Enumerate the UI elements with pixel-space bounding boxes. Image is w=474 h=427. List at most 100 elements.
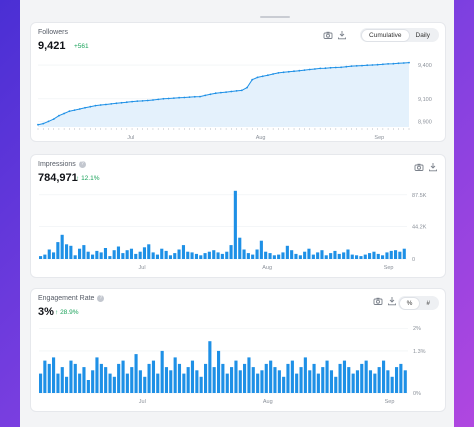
toggle-cumulative[interactable]: Cumulative bbox=[362, 29, 409, 41]
followers-title: Followers bbox=[38, 29, 68, 36]
bar bbox=[316, 373, 320, 393]
bar bbox=[151, 252, 155, 259]
y-tick-label: 2% bbox=[413, 326, 421, 332]
data-point bbox=[146, 99, 149, 102]
bar bbox=[177, 363, 182, 393]
bar bbox=[277, 254, 281, 259]
bar bbox=[147, 363, 151, 393]
bar bbox=[138, 370, 142, 393]
toggle-count[interactable]: # bbox=[426, 299, 430, 307]
data-point bbox=[261, 75, 264, 78]
bar bbox=[69, 245, 73, 259]
bar bbox=[112, 376, 116, 393]
toggle-daily[interactable]: Daily bbox=[415, 31, 430, 39]
data-point bbox=[78, 108, 81, 110]
engagement-delta-row: ↑ 28.9% bbox=[55, 309, 79, 316]
data-point bbox=[73, 109, 76, 111]
data-point bbox=[131, 100, 133, 103]
bar bbox=[39, 256, 43, 259]
bar bbox=[225, 251, 229, 259]
help-icon[interactable]: ? bbox=[78, 161, 86, 168]
data-point bbox=[178, 96, 181, 99]
bar bbox=[368, 253, 372, 259]
bar bbox=[60, 234, 64, 259]
data-point bbox=[63, 112, 65, 115]
data-point bbox=[209, 93, 212, 96]
data-point bbox=[308, 68, 311, 71]
y-tick-label: 0 bbox=[412, 257, 415, 263]
bar bbox=[350, 254, 354, 259]
toggle-percent[interactable]: % bbox=[399, 297, 420, 309]
bar bbox=[73, 255, 77, 259]
bar bbox=[286, 363, 290, 393]
followers-delta: +561 bbox=[74, 43, 89, 50]
bar bbox=[273, 367, 277, 393]
bar bbox=[347, 367, 351, 393]
camera-icon[interactable] bbox=[323, 30, 333, 40]
bar bbox=[264, 251, 268, 259]
download-icon[interactable] bbox=[337, 30, 347, 40]
bar bbox=[194, 253, 199, 259]
followers-chart: 8,900 9,100 9,400 Jul Aug Sep bbox=[37, 61, 432, 141]
bar bbox=[160, 248, 164, 259]
bar bbox=[217, 350, 221, 393]
bar bbox=[108, 373, 112, 393]
x-tick-label: Jul bbox=[139, 265, 146, 271]
bar bbox=[372, 251, 376, 259]
data-point bbox=[366, 64, 369, 67]
y-tick-label: 9,100 bbox=[418, 97, 432, 103]
data-point bbox=[293, 70, 295, 73]
bar bbox=[117, 363, 121, 393]
y-tick-label: 8,900 bbox=[418, 119, 432, 125]
bar bbox=[376, 253, 380, 259]
bar bbox=[43, 360, 47, 393]
bar bbox=[268, 253, 272, 259]
bar bbox=[220, 253, 224, 259]
data-point bbox=[314, 68, 316, 70]
bar bbox=[256, 373, 260, 393]
engagement-card: Engagement Rate? 3% ↑ 28.9% % # 0% 1.3% 2%… bbox=[30, 288, 446, 412]
bar bbox=[368, 370, 373, 393]
bar bbox=[364, 360, 368, 393]
bar bbox=[398, 251, 402, 259]
bar bbox=[164, 250, 168, 259]
data-point bbox=[230, 90, 233, 93]
bar bbox=[73, 363, 77, 393]
bar bbox=[303, 357, 307, 393]
data-point bbox=[267, 74, 269, 77]
bar bbox=[243, 363, 247, 393]
bar bbox=[373, 373, 377, 393]
data-point bbox=[350, 65, 353, 67]
bar bbox=[168, 255, 173, 259]
help-icon[interactable]: ? bbox=[97, 295, 105, 302]
bar bbox=[238, 370, 242, 393]
bar bbox=[212, 250, 216, 259]
data-point bbox=[167, 97, 170, 100]
impressions-delta: 12.1% bbox=[81, 175, 100, 182]
bar bbox=[52, 357, 56, 393]
download-icon[interactable] bbox=[428, 162, 438, 172]
bar bbox=[86, 251, 90, 259]
bar bbox=[382, 360, 386, 393]
scroll-indicator bbox=[260, 16, 290, 18]
bar bbox=[329, 253, 333, 259]
engagement-title-row: Engagement Rate? bbox=[38, 295, 105, 302]
bar bbox=[260, 370, 264, 393]
data-point bbox=[303, 69, 306, 71]
camera-icon[interactable] bbox=[414, 162, 424, 172]
bar bbox=[108, 256, 112, 259]
bar bbox=[208, 341, 212, 393]
bar bbox=[82, 245, 86, 259]
bar bbox=[177, 249, 181, 259]
download-icon[interactable] bbox=[387, 296, 397, 306]
bar bbox=[78, 248, 82, 259]
bar bbox=[242, 249, 246, 259]
followers-card: Followers 9,421 +561 Cumulative Daily 8,… bbox=[30, 22, 446, 142]
data-point bbox=[397, 62, 400, 65]
bar bbox=[125, 373, 129, 393]
bar bbox=[386, 370, 390, 393]
bar bbox=[130, 367, 134, 393]
camera-icon[interactable] bbox=[373, 296, 383, 306]
bar bbox=[403, 370, 407, 393]
bar bbox=[255, 249, 259, 259]
